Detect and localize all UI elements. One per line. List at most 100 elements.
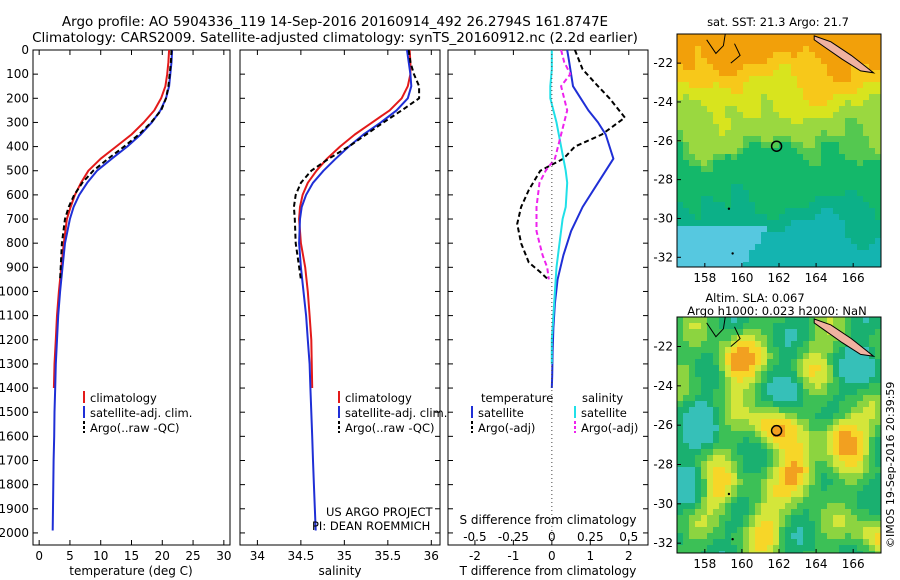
map-cell — [833, 413, 840, 420]
map-cell — [749, 515, 756, 522]
map-cell — [755, 238, 762, 245]
map-cell — [695, 88, 702, 95]
map-cell — [845, 431, 852, 438]
map-cell — [827, 527, 834, 534]
map-cell — [803, 142, 810, 149]
map-cell — [743, 365, 750, 372]
map-cell — [737, 347, 744, 354]
map-cell — [743, 70, 750, 77]
map-cell — [773, 419, 780, 426]
map-cell — [719, 154, 726, 161]
map-cell — [863, 425, 870, 432]
map-cell — [683, 461, 690, 468]
map-cell — [707, 317, 714, 324]
map-cell — [791, 467, 798, 474]
map-cell — [677, 112, 684, 119]
map-cell — [749, 70, 756, 77]
map-cell — [707, 136, 714, 143]
map-cell — [695, 214, 702, 221]
map-cell — [821, 166, 828, 173]
map-cell — [803, 533, 810, 540]
map-cell — [851, 130, 858, 137]
map-cell — [761, 136, 768, 143]
map-cell — [701, 395, 708, 402]
lon-tick-label: 162 — [768, 271, 791, 285]
map-cell — [779, 485, 786, 492]
map-cell — [839, 413, 846, 420]
map-cell — [821, 467, 828, 474]
map-cell — [851, 244, 858, 251]
map-cell — [785, 220, 792, 227]
map-cell — [719, 100, 726, 107]
map-cell — [761, 88, 768, 95]
map-cell — [707, 196, 714, 203]
map-cell — [785, 112, 792, 119]
map-cell — [749, 467, 756, 474]
map-cell — [761, 202, 768, 209]
map-cell — [791, 419, 798, 426]
map-cell — [869, 88, 876, 95]
map-cell — [833, 76, 840, 83]
map-cell — [839, 389, 846, 396]
map-cell — [695, 58, 702, 65]
map-cell — [803, 479, 810, 486]
map-cell — [761, 371, 768, 378]
map-cell — [749, 377, 756, 384]
map-cell — [827, 515, 834, 522]
map-cell — [731, 58, 738, 65]
map-cell — [821, 389, 828, 396]
map-cell — [797, 401, 804, 408]
map-cell — [725, 545, 732, 552]
map-cell — [797, 130, 804, 137]
map-cell — [797, 76, 804, 83]
map-cell — [767, 172, 774, 179]
map-cell — [743, 112, 750, 119]
map-cell — [773, 473, 780, 480]
map-cell — [743, 467, 750, 474]
map-cell — [707, 190, 714, 197]
map-cell — [767, 539, 774, 546]
map-cell — [743, 443, 750, 450]
map-cell — [683, 178, 690, 185]
map-cell — [761, 52, 768, 59]
map-cell — [827, 172, 834, 179]
map-cell — [743, 166, 750, 173]
map-cell — [821, 226, 828, 233]
map-cell — [743, 437, 750, 444]
map-cell — [773, 34, 780, 41]
map-cell — [809, 401, 816, 408]
map-cell — [755, 52, 762, 59]
map-cell — [683, 419, 690, 426]
map-cell — [743, 407, 750, 414]
map-cell — [863, 491, 870, 498]
map-cell — [773, 389, 780, 396]
map-cell — [779, 503, 786, 510]
map-cell — [815, 64, 822, 71]
map-cell — [743, 545, 750, 552]
map-cell — [833, 124, 840, 131]
map-cell — [725, 136, 732, 143]
map-cell — [785, 40, 792, 47]
map-cell — [755, 515, 762, 522]
map-cell — [779, 226, 786, 233]
map-cell — [755, 88, 762, 95]
map-cell — [845, 497, 852, 504]
map-cell — [707, 401, 714, 408]
map-cell — [803, 407, 810, 414]
map-cell — [815, 136, 822, 143]
map-cell — [713, 118, 720, 125]
map-cell — [701, 485, 708, 492]
map-cell — [857, 166, 864, 173]
map-cell — [707, 515, 714, 522]
map-cell — [869, 76, 876, 83]
map-cell — [713, 226, 720, 233]
map-cell — [797, 118, 804, 125]
map-cell — [773, 40, 780, 47]
map-cell — [845, 515, 852, 522]
map-cell — [773, 100, 780, 107]
map-cell — [779, 58, 786, 65]
map-cell — [713, 545, 720, 552]
map-cell — [785, 401, 792, 408]
map-cell — [827, 70, 834, 77]
map-cell — [737, 443, 744, 450]
